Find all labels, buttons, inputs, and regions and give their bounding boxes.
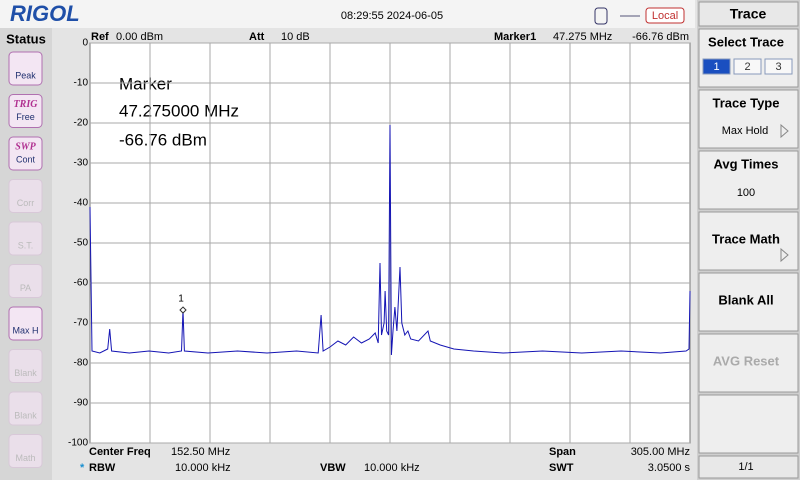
- status-button[interactable]: [8, 179, 43, 213]
- status-button[interactable]: [8, 51, 43, 86]
- menu-title-box: [698, 1, 799, 27]
- status-button[interactable]: [8, 136, 43, 171]
- trace-math: Trace Math: [712, 231, 780, 246]
- trace-option-label: 2: [744, 61, 750, 73]
- status-button-label: Cont: [16, 154, 36, 164]
- center-label: Center Freq: [89, 446, 151, 458]
- y-tick-label: -10: [74, 78, 89, 89]
- vbw-value: 10.000 kHz: [364, 462, 420, 474]
- y-tick-label: -20: [74, 118, 89, 129]
- span-label: Span: [549, 446, 576, 458]
- trace-option-label: 3: [775, 61, 781, 73]
- span-value: 305.00 MHz: [631, 446, 690, 458]
- status-button-label: Blank: [14, 368, 37, 378]
- y-tick-label: -80: [74, 358, 89, 369]
- avg-times-value: 100: [737, 187, 755, 199]
- y-tick-label: -50: [74, 238, 89, 249]
- ref-label: Ref: [91, 31, 109, 43]
- logo: RIGOL: [10, 1, 80, 26]
- top-bar: [0, 0, 695, 28]
- status-button-label: Free: [16, 112, 35, 122]
- status-button-label: TRIG: [14, 99, 39, 110]
- status-button-label: Blank: [14, 410, 37, 420]
- submenu-arrow: [780, 123, 789, 139]
- mode: Local: [652, 10, 678, 22]
- status-button-label: Corr: [17, 198, 35, 208]
- status-button[interactable]: [8, 306, 43, 341]
- empty-button: [698, 394, 799, 454]
- avg-reset-button[interactable]: [698, 333, 799, 393]
- menu-title: Trace: [730, 6, 767, 22]
- status-button[interactable]: [8, 221, 43, 256]
- page-indicator: 1/1: [738, 461, 753, 473]
- marker-box-level: -66.76 dBm: [119, 130, 207, 149]
- avg-times-button[interactable]: [698, 150, 799, 210]
- status-button[interactable]: [8, 94, 43, 128]
- trace: [89, 124, 691, 356]
- y-tick-label: -60: [74, 278, 89, 289]
- y-tick-label: 0: [82, 38, 88, 49]
- trace-type: Trace Type: [713, 95, 780, 110]
- trace-option[interactable]: [764, 58, 793, 75]
- trace-type-value: Max Hold: [722, 125, 768, 137]
- marker-box-title: Marker: [119, 74, 172, 93]
- mode-box: [645, 7, 685, 24]
- y-tick-label: -90: [74, 398, 89, 409]
- status-button[interactable]: [8, 349, 43, 383]
- rbw-label: RBW: [89, 462, 116, 474]
- status-button-label: Math: [15, 453, 35, 463]
- avg-reset: AVG Reset: [713, 353, 780, 368]
- submenu-arrow: [780, 247, 789, 263]
- marker-point: [179, 306, 187, 314]
- trace-option-label: 1: [713, 61, 719, 73]
- marker-level: -66.76 dBm: [632, 31, 689, 43]
- y-tick-label: -30: [74, 158, 89, 169]
- y-tick-label: -70: [74, 318, 89, 329]
- vbw-label: VBW: [320, 462, 346, 474]
- status-button[interactable]: [8, 391, 43, 426]
- marker-freq: 47.275 MHz: [553, 31, 612, 43]
- trace-option[interactable]: [733, 58, 762, 75]
- page-box: [698, 455, 799, 479]
- marker-number: 1: [178, 294, 184, 305]
- blank-all-button[interactable]: [698, 272, 799, 332]
- marker-box-freq: 47.275000 MHz: [119, 101, 239, 120]
- rbw-star: *: [80, 462, 85, 474]
- y-tick-label: -100: [68, 438, 88, 449]
- trace-type-button[interactable]: [698, 89, 799, 149]
- swt-value: 3.0500 s: [648, 462, 691, 474]
- datetime: 08:29:55 2024-06-05: [341, 10, 443, 22]
- status-button[interactable]: [8, 264, 43, 298]
- y-tick-label: -40: [74, 198, 89, 209]
- swt-label: SWT: [549, 462, 574, 474]
- status-button-label: Peak: [15, 70, 36, 80]
- avg-times: Avg Times: [713, 156, 778, 171]
- center-value: 152.50 MHz: [171, 446, 230, 458]
- status-title: Status: [6, 31, 46, 46]
- status-button-label: PA: [20, 283, 31, 293]
- status-button[interactable]: [8, 434, 43, 468]
- status-button-label: S.T.: [18, 240, 34, 250]
- status-button-label: SWP: [15, 141, 36, 152]
- rbw-value: 10.000 kHz: [175, 462, 231, 474]
- status-button-label: Max H: [12, 325, 38, 335]
- ref-value: 0.00 dBm: [116, 31, 163, 43]
- marker-label: Marker1: [494, 31, 536, 43]
- usb-icon: [594, 7, 608, 25]
- trace-option[interactable]: [702, 58, 731, 75]
- att-value: 10 dB: [281, 31, 310, 43]
- att-label: Att: [249, 31, 265, 43]
- blank-all: Blank All: [718, 292, 773, 307]
- select-trace-button[interactable]: [698, 28, 799, 88]
- select-trace: Select Trace: [708, 34, 784, 49]
